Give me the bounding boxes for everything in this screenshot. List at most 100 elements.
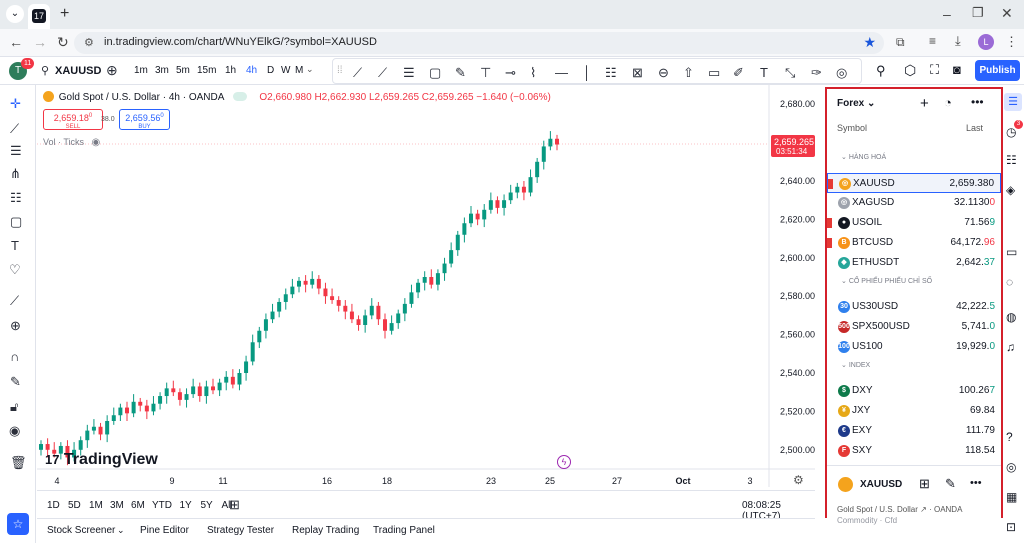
range-1y[interactable]: 1Y: [179, 500, 192, 511]
eyedropper-icon[interactable]: ⤡: [785, 65, 796, 80]
pen-icon[interactable]: ✎: [455, 65, 466, 80]
close-window-icon[interactable]: ✕: [1001, 5, 1013, 21]
arrow-up-icon[interactable]: ⇧: [683, 65, 694, 80]
favorites-heart-icon[interactable]: ♡: [9, 262, 21, 277]
interval-D[interactable]: D: [267, 65, 275, 76]
ellipse-icon[interactable]: ⊖: [658, 65, 669, 80]
browser-menu-icon[interactable]: ⋮: [1005, 34, 1018, 49]
watchlist-row[interactable]: ◎ XAUUSD 2,659.380: [827, 173, 1001, 193]
flag-marker[interactable]: [828, 179, 833, 189]
minimize-icon[interactable]: –: [943, 6, 951, 22]
edit-note-icon[interactable]: ✎: [945, 476, 956, 491]
channel-tool-icon[interactable]: ☰: [10, 143, 22, 158]
lightning-icon[interactable]: ϟ: [557, 455, 571, 469]
camera-icon[interactable]: ◙: [953, 62, 961, 77]
parallel-channel-icon[interactable]: ☰: [403, 65, 415, 80]
eye-icon[interactable]: ◉: [9, 423, 21, 438]
collapse-chevron-icon[interactable]: ⌄: [841, 278, 847, 285]
extensions-icon[interactable]: ⧉: [896, 35, 905, 49]
watchlist-section-header[interactable]: ⌄ CỔ PHIẾU PHIẾU CHỈ SỐ: [841, 277, 932, 285]
compare-icon[interactable]: ⊕: [106, 62, 118, 78]
watchlist-name-dropdown[interactable]: Forex ⌄: [837, 98, 876, 109]
tracker-icon[interactable]: ◎: [1006, 460, 1017, 474]
watchlist-row[interactable]: ¥ JXY 69.84: [827, 401, 1001, 421]
path-icon[interactable]: ⌇: [530, 65, 537, 80]
new-tab-icon[interactable]: +: [60, 5, 70, 22]
layers-icon[interactable]: ◈: [1006, 183, 1016, 197]
interval-1m[interactable]: 1m: [134, 65, 148, 76]
drag-handle-icon[interactable]: ⁞⁞: [337, 65, 343, 76]
range-1d[interactable]: 1D: [47, 500, 60, 511]
horizontal-line-icon[interactable]: —: [555, 65, 568, 80]
tab-list-button[interactable]: ⌄: [6, 5, 24, 23]
collapse-chevron-icon[interactable]: ⌄: [841, 154, 847, 161]
horizontal-ray-icon[interactable]: ⊸: [505, 65, 516, 80]
crosshair-icon[interactable]: ✛: [10, 96, 21, 111]
site-info-icon[interactable]: ⚙: [84, 37, 94, 49]
column-symbol[interactable]: Symbol: [837, 123, 868, 133]
detail-description[interactable]: Gold Spot / U.S. Dollar: [837, 505, 918, 514]
fib-tool-icon[interactable]: ☷: [10, 190, 22, 205]
external-link-icon[interactable]: ↗: [920, 505, 927, 514]
interval-3m[interactable]: 3m: [155, 65, 169, 76]
stock-screener-dropdown-icon[interactable]: ⌄: [117, 525, 125, 535]
magnet-icon[interactable]: ∩: [10, 349, 20, 364]
interval-5m[interactable]: 5m: [176, 65, 190, 76]
back-icon[interactable]: ←: [9, 34, 23, 50]
interval-4h[interactable]: 4h: [246, 65, 258, 76]
ideas-icon[interactable]: ◌: [1006, 275, 1014, 289]
pitchfork-icon[interactable]: ⋔: [10, 166, 21, 181]
highlighter-icon[interactable]: ✑: [811, 65, 822, 80]
range-all[interactable]: All: [221, 500, 233, 511]
range-3m[interactable]: 3M: [110, 500, 124, 511]
watchlist-star-icon[interactable]: ☆: [7, 513, 29, 535]
watchlist-row[interactable]: 30 US30USD 42,222.5: [827, 297, 1001, 317]
flag-marker[interactable]: [827, 218, 832, 228]
detail-symbol[interactable]: XAUUSD: [860, 479, 903, 490]
shape-tool-icon[interactable]: ▢: [10, 214, 23, 229]
detail-more-icon[interactable]: •••: [970, 477, 982, 489]
notifications-bell-icon[interactable]: ♫: [1006, 340, 1015, 354]
watchlist-row[interactable]: € EXY 111.79: [827, 421, 1001, 441]
calendar-icon[interactable]: ▦: [1006, 490, 1018, 504]
download-icon[interactable]: ⤓: [955, 33, 961, 48]
interval-1h[interactable]: 1h: [225, 65, 237, 76]
grid-icon[interactable]: ⊞: [919, 476, 930, 491]
trend-line-icon[interactable]: ⟋: [353, 65, 363, 80]
flag-marker[interactable]: [827, 238, 832, 248]
symbol-search-button[interactable]: XAUUSD: [55, 65, 102, 77]
line-tool-icon[interactable]: ⟋: [10, 121, 20, 136]
gann-box-icon[interactable]: ⊠: [632, 65, 643, 80]
sell-button[interactable]: 2,659.180 SELL: [43, 109, 103, 130]
watchlist-row[interactable]: 500 SPX500USD 5,741.0: [827, 317, 1001, 337]
watchlist-row[interactable]: F SXY 118.54: [827, 441, 1001, 461]
expand-panel-icon[interactable]: ⊡: [1006, 520, 1017, 534]
lock-icon[interactable]: 🔓︎: [10, 399, 19, 414]
tab-trading-panel[interactable]: Trading Panel: [373, 525, 435, 536]
chart-settings-gear-icon[interactable]: ⚙: [793, 473, 804, 487]
watchlist-more-icon[interactable]: •••: [971, 95, 984, 109]
range-5y[interactable]: 5Y: [200, 500, 213, 511]
utc-clock[interactable]: 08:08:25 (UTC+7): [742, 500, 781, 522]
buy-button[interactable]: 2,659.560 BUY: [119, 109, 170, 130]
watchlist-row[interactable]: ◎ XAGUSD 32.11300: [827, 193, 1001, 213]
tab-strategy-tester[interactable]: Strategy Tester: [207, 525, 275, 536]
active-tab[interactable]: 17: [28, 4, 50, 29]
add-symbol-icon[interactable]: +: [920, 95, 929, 112]
rectangle-icon[interactable]: ▢: [429, 65, 442, 80]
range-1m[interactable]: 1M: [89, 500, 103, 511]
brush-icon[interactable]: ✐: [733, 65, 744, 80]
range-5d[interactable]: 5D: [68, 500, 81, 511]
data-window-icon[interactable]: ☷: [1006, 153, 1017, 167]
bookmark-star-icon[interactable]: ★: [863, 34, 876, 50]
interval-15m[interactable]: 15m: [197, 65, 217, 76]
tab-stock-screener[interactable]: Stock Screener: [47, 525, 116, 536]
watchlist-section-header[interactable]: ⌄ INDEX: [841, 361, 870, 369]
interval-M[interactable]: M: [295, 65, 304, 76]
target-icon[interactable]: ◎: [836, 65, 848, 80]
watchlist-row[interactable]: ● USOIL 71.569: [827, 213, 1001, 233]
goto-date-icon[interactable]: ⊞: [229, 497, 240, 512]
symbol-search-icon[interactable]: ⚲: [41, 65, 50, 77]
visibility-eye-icon[interactable]: ◉: [91, 137, 101, 148]
chart-title[interactable]: Gold Spot / U.S. Dollar · 4h · OANDA: [58, 92, 224, 103]
